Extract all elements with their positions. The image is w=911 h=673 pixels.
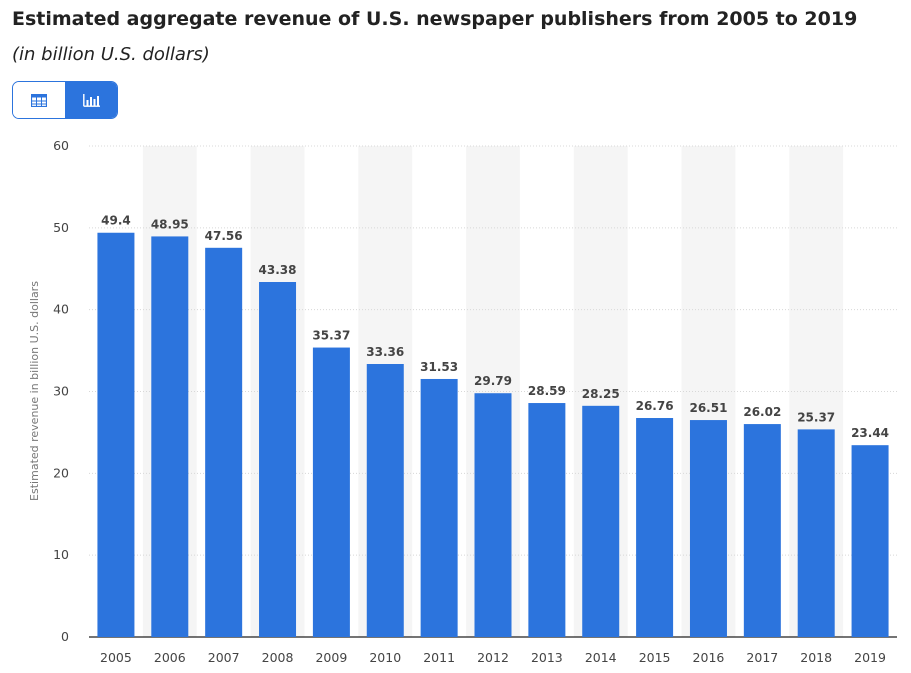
bar[interactable] (689, 420, 727, 637)
bar[interactable] (851, 445, 889, 637)
bar-chart-icon (82, 93, 100, 107)
view-toggle (12, 81, 118, 119)
y-tick-label: 60 (53, 138, 69, 153)
bar[interactable] (636, 418, 674, 637)
table-view-button[interactable] (13, 82, 65, 118)
x-tick-label: 2005 (100, 650, 132, 665)
x-tick-label: 2015 (639, 650, 671, 665)
bar[interactable] (366, 364, 404, 637)
x-tick-label: 2011 (423, 650, 455, 665)
x-tick-label: 2007 (208, 650, 240, 665)
x-tick-label: 2014 (585, 650, 617, 665)
x-tick-label: 2016 (693, 650, 725, 665)
bar[interactable] (743, 424, 781, 637)
x-tick-label: 2013 (531, 650, 563, 665)
data-label: 31.53 (420, 360, 458, 374)
y-axis-label: Estimated revenue in billion U.S. dollar… (28, 281, 41, 501)
y-tick-label: 50 (53, 220, 69, 235)
data-label: 26.02 (743, 405, 781, 419)
chart-title: Estimated aggregate revenue of U.S. news… (12, 8, 858, 30)
data-label: 25.37 (797, 410, 835, 424)
chart-subtitle: (in billion U.S. dollars) (12, 44, 210, 65)
data-label: 43.38 (259, 263, 297, 277)
y-tick-label: 10 (53, 547, 69, 562)
bar[interactable] (420, 378, 458, 637)
data-label: 23.44 (851, 426, 889, 440)
bar[interactable] (312, 347, 350, 637)
x-tick-label: 2008 (262, 650, 294, 665)
bar[interactable] (259, 282, 297, 637)
bar[interactable] (797, 429, 835, 637)
data-label: 48.95 (151, 217, 189, 231)
bar[interactable] (528, 403, 566, 637)
table-icon (31, 93, 47, 107)
x-tick-label: 2009 (315, 650, 347, 665)
data-label: 49.4 (101, 214, 131, 228)
y-tick-label: 0 (61, 629, 69, 644)
data-label: 28.25 (582, 387, 620, 401)
y-tick-label: 40 (53, 302, 69, 317)
bar[interactable] (151, 236, 189, 637)
data-label: 26.51 (689, 401, 727, 415)
data-label: 29.79 (474, 374, 512, 388)
data-label: 47.56 (205, 229, 243, 243)
data-label: 28.59 (528, 384, 566, 398)
x-tick-label: 2010 (369, 650, 401, 665)
data-label: 35.37 (312, 329, 350, 343)
data-label: 26.76 (636, 399, 674, 413)
x-tick-label: 2018 (800, 650, 832, 665)
chart-view-button[interactable] (65, 82, 117, 118)
x-tick-label: 2006 (154, 650, 186, 665)
y-tick-label: 20 (53, 465, 69, 480)
bar[interactable] (582, 405, 620, 637)
bar[interactable] (474, 393, 512, 637)
bar[interactable] (205, 247, 243, 637)
x-tick-label: 2017 (746, 650, 778, 665)
data-label: 33.36 (366, 345, 404, 359)
x-tick-label: 2012 (477, 650, 509, 665)
bar[interactable] (97, 232, 135, 637)
y-tick-label: 30 (53, 384, 69, 399)
x-tick-label: 2019 (854, 650, 886, 665)
